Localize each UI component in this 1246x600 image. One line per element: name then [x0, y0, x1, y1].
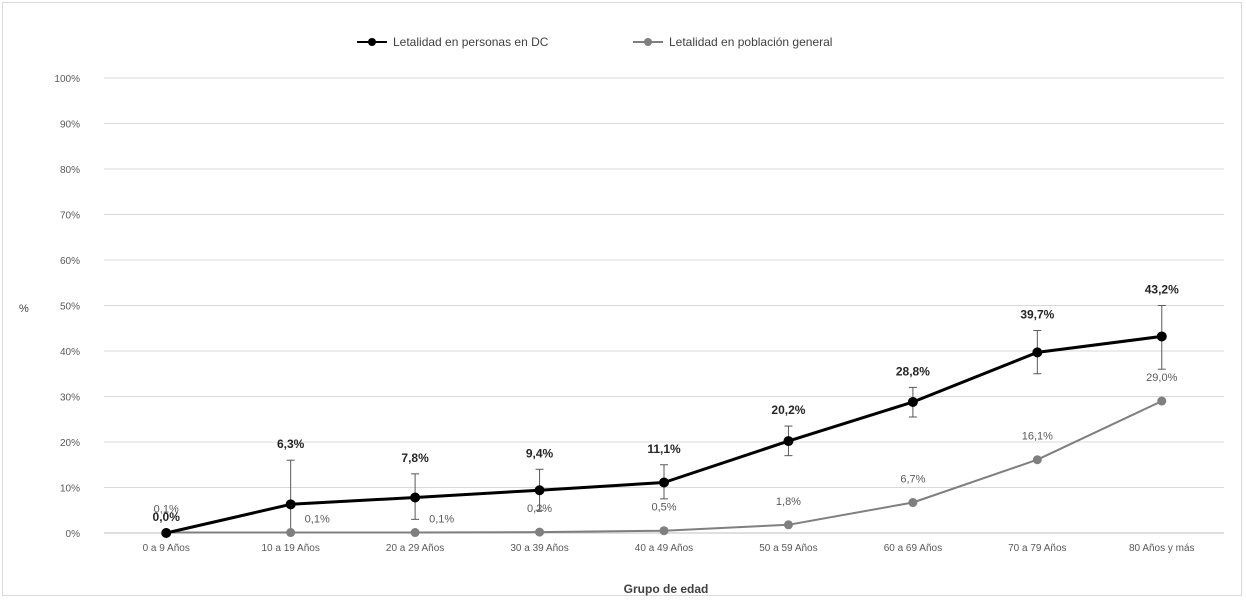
x-axis-ticks: 0 a 9 Años 10 a 19 Años 20 a 29 Años 30 a 3…: [143, 543, 1195, 554]
x-tick-label: 20 a 29 Años: [386, 543, 444, 554]
data-label-dc: 9,4%: [526, 446, 554, 460]
point-general: [410, 528, 420, 538]
y-tick-label: 60%: [60, 256, 80, 267]
data-label-general: 0,5%: [651, 502, 676, 514]
point-dc: [161, 528, 172, 538]
point-general: [908, 498, 918, 508]
x-tick-label: 10 a 19 Años: [261, 543, 319, 554]
data-label-dc: 0,0%: [153, 510, 181, 524]
point-dc: [410, 492, 421, 503]
data-label-general: 6,7%: [900, 474, 925, 486]
y-tick-label: 80%: [60, 165, 80, 176]
legend-marker-general: [644, 38, 652, 46]
point-general: [286, 528, 296, 538]
point-dc: [907, 396, 918, 407]
data-label-general: 0,1%: [305, 514, 330, 526]
data-label-dc: 28,8%: [896, 364, 930, 378]
y-tick-label: 40%: [60, 347, 80, 358]
x-tick-label: 50 a 59 Años: [759, 543, 817, 554]
data-label-general: 1,8%: [776, 496, 801, 508]
y-tick-label: 90%: [60, 120, 80, 131]
legend-marker-dc: [368, 38, 376, 46]
data-labels: 0,0% 6,3% 7,8% 9,4% 11,1% 20,2% 28,8% 39,7% 43,2…: [153, 283, 1180, 526]
data-label-dc: 20,2%: [771, 403, 805, 417]
legend-label-general: Letalidad en población general: [669, 35, 832, 49]
x-tick-label: 30 a 39 Años: [510, 543, 568, 554]
data-label-general: 0,2%: [527, 503, 552, 515]
x-axis-title: Grupo de edad: [624, 582, 709, 596]
point-dc: [783, 436, 794, 447]
point-general: [783, 520, 793, 530]
x-tick-label: 60 a 69 Años: [884, 543, 942, 554]
point-dc: [285, 499, 296, 510]
y-tick-label: 20%: [60, 438, 80, 449]
y-tick-label: 0%: [66, 529, 81, 540]
point-general: [535, 527, 545, 537]
y-tick-label: 100%: [54, 74, 80, 85]
data-label-dc: 11,1%: [647, 442, 681, 456]
legend-label-dc: Letalidad en personas en DC: [393, 35, 549, 49]
y-tick-label: 30%: [60, 393, 80, 404]
x-tick-label: 80 Años y más: [1129, 543, 1195, 554]
point-general: [1032, 455, 1042, 465]
x-tick-label: 0 a 9 Años: [143, 543, 190, 554]
point-dc: [534, 485, 545, 496]
y-axis-title: %: [19, 303, 29, 315]
data-label-general: 0,1%: [154, 504, 179, 516]
y-axis-ticks: 0% 10% 20% 30% 40% 50% 60% 70% 80% 90% 100%: [54, 74, 80, 540]
data-label-general: 0,1%: [429, 514, 454, 526]
point-dc: [1032, 347, 1043, 358]
data-label-general: 16,1%: [1022, 431, 1053, 443]
point-general: [659, 526, 669, 536]
x-tick-label: 40 a 49 Años: [635, 543, 693, 554]
series-points: [161, 331, 1167, 538]
data-label-dc: 39,7%: [1020, 308, 1054, 322]
y-tick-label: 50%: [60, 302, 80, 313]
data-label-dc: 6,3%: [277, 437, 305, 451]
data-label-dc: 7,8%: [401, 451, 429, 465]
x-tick-label: 70 a 79 Años: [1008, 543, 1066, 554]
data-label-general: 29,0%: [1146, 372, 1177, 384]
y-tick-label: 70%: [60, 211, 80, 222]
point-general: [1157, 396, 1167, 406]
point-dc: [1156, 331, 1167, 342]
data-label-dc: 43,2%: [1145, 283, 1179, 297]
point-dc: [659, 477, 669, 488]
y-tick-label: 10%: [60, 484, 80, 495]
legend: Letalidad en personas en DC Letalidad en…: [357, 35, 832, 49]
